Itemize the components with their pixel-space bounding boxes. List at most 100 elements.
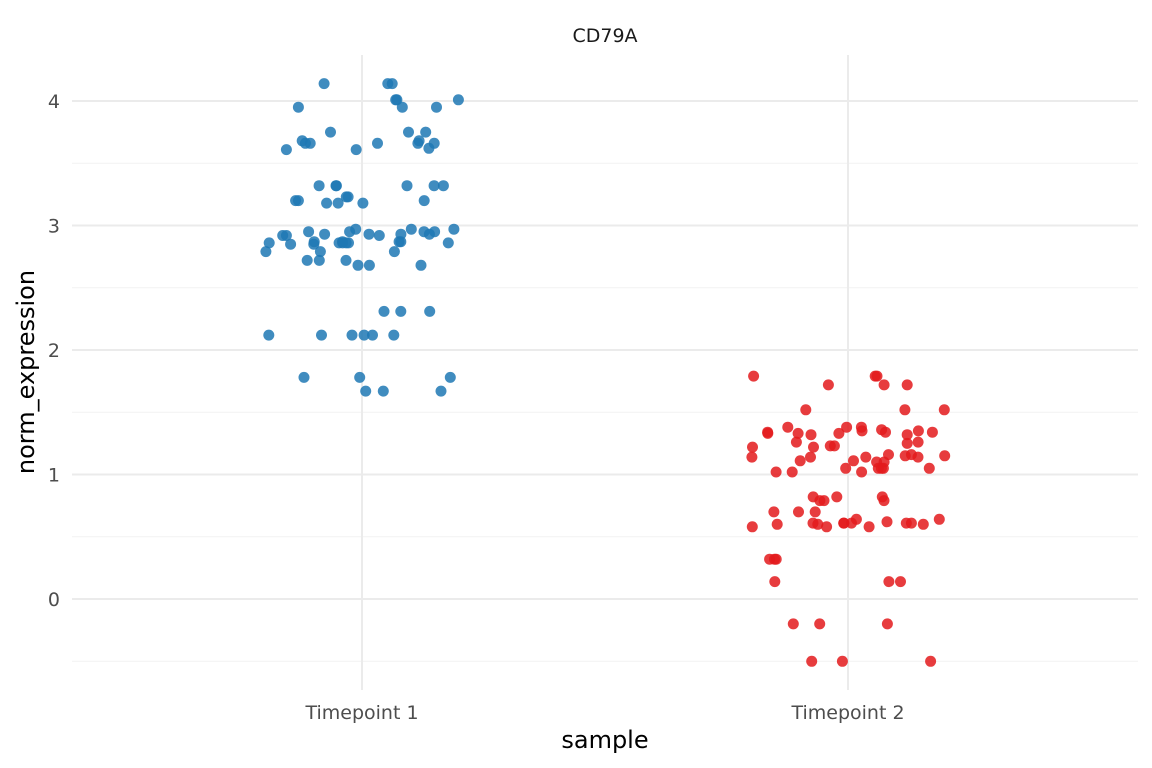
y-tick-label: 0 <box>48 589 60 611</box>
data-point <box>437 180 449 192</box>
data-point <box>360 385 372 397</box>
data-point <box>794 455 806 467</box>
data-point <box>452 94 464 106</box>
data-point <box>917 518 929 530</box>
data-point <box>793 506 804 518</box>
data-point <box>848 455 859 467</box>
data-point <box>881 516 893 528</box>
x-tick-label: Timepoint 2 <box>790 702 904 724</box>
data-point <box>769 553 780 565</box>
data-point <box>346 329 358 341</box>
data-point <box>881 618 893 630</box>
data-point <box>382 78 394 90</box>
data-point <box>442 237 454 249</box>
data-point <box>925 655 937 667</box>
data-point <box>895 576 906 588</box>
data-point <box>828 440 840 452</box>
data-point <box>401 180 413 192</box>
data-point <box>357 197 369 209</box>
data-point <box>285 238 297 250</box>
data-point <box>899 450 911 462</box>
data-point <box>938 404 950 416</box>
data-point <box>377 385 389 397</box>
data-point <box>340 254 352 266</box>
data-point <box>431 101 442 113</box>
y-tick-label: 1 <box>48 465 60 487</box>
data-point <box>313 180 325 192</box>
data-point <box>292 101 304 113</box>
data-point <box>418 195 430 207</box>
data-point <box>838 517 850 529</box>
data-point <box>814 618 826 630</box>
data-point <box>358 329 370 341</box>
data-point <box>321 197 333 209</box>
data-point <box>367 329 378 341</box>
data-point <box>878 495 890 507</box>
data-point <box>812 518 824 530</box>
data-point <box>923 462 935 474</box>
data-point <box>856 466 868 478</box>
facet-title: CD79A <box>572 25 637 47</box>
data-point <box>883 576 895 588</box>
data-point <box>350 144 362 156</box>
data-point <box>313 254 325 266</box>
data-point <box>303 226 315 238</box>
data-point <box>748 370 760 382</box>
data-point <box>806 655 818 667</box>
data-point <box>435 385 447 397</box>
data-point <box>396 101 408 113</box>
data-point <box>841 421 853 433</box>
data-point <box>388 329 400 341</box>
data-point <box>395 236 407 248</box>
data-point <box>856 425 868 437</box>
data-point <box>280 144 292 156</box>
data-point <box>423 142 435 154</box>
data-point <box>877 462 889 474</box>
data-point <box>808 441 819 453</box>
data-point <box>301 254 313 266</box>
data-point <box>390 94 402 106</box>
y-tick-label: 3 <box>48 216 60 238</box>
data-point <box>787 618 799 630</box>
data-point <box>768 506 780 518</box>
data-point <box>415 259 427 271</box>
data-point <box>846 517 857 529</box>
data-point <box>332 197 344 209</box>
data-point <box>290 195 302 207</box>
data-point <box>901 379 913 391</box>
data-point <box>448 223 460 235</box>
x-axis-title: sample <box>561 726 648 754</box>
data-point <box>372 137 383 149</box>
data-point <box>420 126 432 138</box>
data-point <box>769 576 781 588</box>
data-point <box>792 427 804 439</box>
data-point <box>318 78 330 90</box>
data-point <box>344 226 356 238</box>
data-point <box>363 259 375 271</box>
data-point <box>423 228 435 240</box>
data-point <box>277 230 289 241</box>
data-point <box>833 427 845 439</box>
data-point <box>263 237 275 249</box>
data-point <box>747 441 758 453</box>
data-point <box>260 246 272 258</box>
data-point <box>343 237 354 249</box>
data-point <box>444 371 456 383</box>
data-point <box>939 450 951 462</box>
data-point <box>299 137 311 149</box>
tick-labels: 0 1 2 3 4 Timepoint 1 Timepoint 2 <box>48 91 905 724</box>
data-point <box>746 521 758 533</box>
data-point <box>831 491 843 503</box>
data-point <box>786 466 798 478</box>
data-point <box>860 451 872 463</box>
data-point <box>933 513 945 525</box>
data-point <box>308 238 320 250</box>
data-point <box>926 426 938 438</box>
data-point <box>871 370 883 382</box>
x-tick-label: Timepoint 1 <box>304 702 418 724</box>
data-point <box>263 329 275 341</box>
data-point <box>378 305 390 317</box>
data-point <box>836 655 848 667</box>
data-point <box>363 228 375 240</box>
